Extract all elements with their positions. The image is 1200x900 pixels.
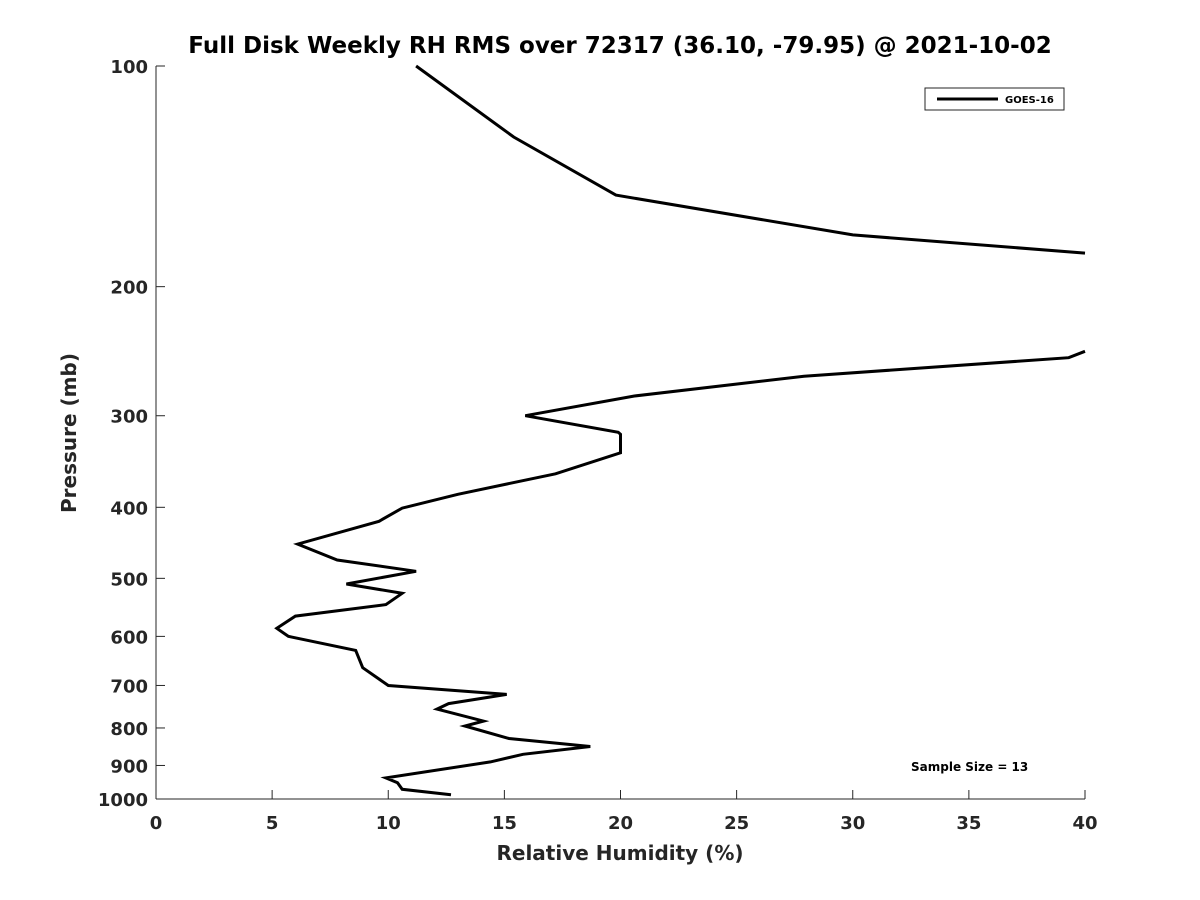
x-tick-label: 35 — [956, 813, 981, 834]
series-layer — [274, 64, 1086, 797]
legend-label-goes-16: GOES-16 — [1005, 95, 1054, 106]
x-tick-label: 30 — [840, 813, 865, 834]
x-tick-label: 0 — [150, 813, 163, 834]
x-tick-label: 25 — [724, 813, 749, 834]
y-tick-label: 600 — [110, 627, 148, 648]
x-tick-label: 20 — [608, 813, 633, 834]
y-axis-ticks: 100 200 300 400 500 600 700 800 900 1000 — [98, 57, 165, 811]
y-tick-label: 700 — [110, 676, 148, 697]
series-line-goes-16 — [274, 349, 1086, 797]
y-tick-label: 400 — [110, 498, 148, 519]
y-tick-label: 500 — [110, 569, 148, 590]
sample-size-annotation: Sample Size = 13 — [911, 760, 1028, 774]
chart-title: Full Disk Weekly RH RMS over 72317 (36.1… — [188, 33, 1051, 59]
y-tick-label: 1000 — [98, 790, 148, 811]
series-line-goes-16 — [415, 64, 1086, 255]
x-axis-label: Relative Humidity (%) — [496, 841, 743, 865]
y-tick-label: 300 — [110, 407, 148, 428]
x-axis-ticks: 0 5 10 15 20 25 30 35 40 — [150, 790, 1098, 834]
x-tick-label: 5 — [266, 813, 279, 834]
legend: GOES-16 — [924, 87, 1065, 111]
y-tick-label: 100 — [110, 57, 148, 78]
x-tick-label: 40 — [1072, 813, 1097, 834]
y-tick-label: 800 — [110, 719, 148, 740]
x-tick-label: 15 — [492, 813, 517, 834]
x-tick-label: 10 — [376, 813, 401, 834]
y-axis-label: Pressure (mb) — [57, 353, 81, 513]
y-tick-label: 900 — [110, 756, 148, 777]
y-tick-label: 200 — [110, 278, 148, 299]
